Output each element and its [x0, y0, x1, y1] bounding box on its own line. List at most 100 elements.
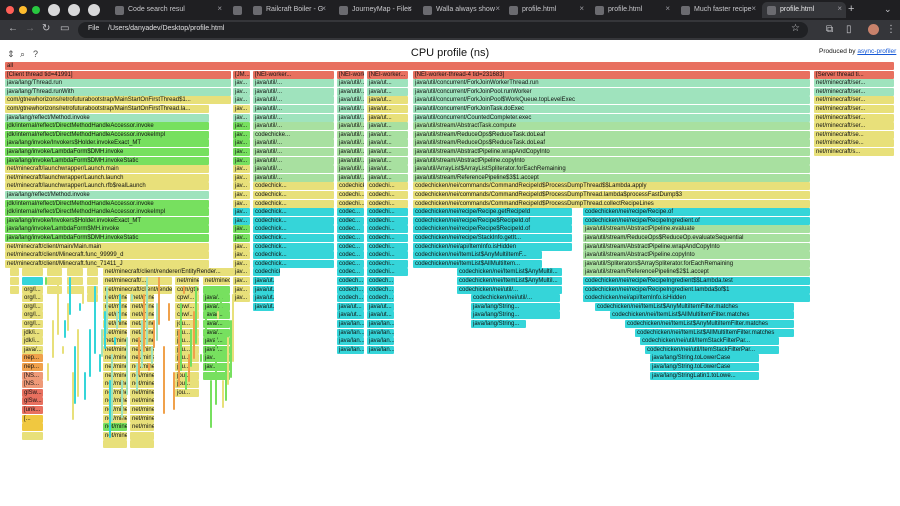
flame-frame[interactable]: codechick... [253, 225, 334, 234]
maximize-window-dot[interactable] [32, 6, 40, 14]
flame-frame[interactable]: codec... [337, 242, 364, 251]
flame-frame[interactable]: java/util/... [253, 113, 334, 122]
flame-frame[interactable]: jou... [175, 354, 199, 363]
flame-frame[interactable] [47, 285, 62, 294]
flame-frame[interactable]: java/... [203, 302, 230, 311]
close-tab-icon[interactable]: × [837, 4, 842, 13]
flame-frame[interactable]: jav... [233, 199, 250, 208]
flame-frame[interactable]: codechicken/nei/ItemList$AnyMultiI... [457, 268, 562, 277]
flame-frame[interactable]: java/lang/invoke/Invokers$Holder.invokeE… [5, 216, 209, 225]
flame-frame[interactable]: java/util/... [337, 173, 364, 182]
flame-frame[interactable]: codechicken/nei/ItemList$AnyMultiI... [457, 277, 562, 285]
flame-frame[interactable]: java/lan... [367, 328, 394, 337]
flame-frame[interactable]: net/mine... [103, 423, 127, 432]
flame-frame[interactable]: java/lang/invoke/LambdaForm$MH.invoke [5, 225, 209, 234]
flame-frame[interactable]: net/mine... [103, 371, 127, 380]
close-tab-icon[interactable]: × [407, 4, 412, 13]
flame-frame[interactable]: cpw/... [175, 302, 199, 311]
flame-frame[interactable]: jav... [233, 173, 250, 182]
flame-frame[interactable]: jou... [175, 363, 199, 371]
flame-frame[interactable] [67, 285, 83, 294]
browser-tab[interactable]: profile.html × [590, 2, 674, 18]
flame-frame[interactable]: net/mine... [103, 363, 127, 371]
flame-frame[interactable]: jou... [175, 380, 199, 389]
flame-frame[interactable]: net/mine... [103, 414, 127, 423]
flame-frame[interactable]: codechick... [253, 191, 334, 199]
flame-frame[interactable]: java/ut... [367, 130, 408, 139]
flame-frame[interactable]: java/lan... [337, 337, 364, 346]
flame-frame[interactable]: net/minecraft/client/main/Main.main [5, 242, 209, 251]
flame-frame[interactable]: java/lan... [367, 345, 394, 354]
flame-frame[interactable]: net/mine... [103, 431, 127, 440]
flame-frame[interactable]: net/minecraft/ser... [814, 79, 894, 88]
flame-frame[interactable]: java/util/... [337, 148, 364, 156]
flame-frame[interactable]: java/util/stream/ReferencePipeline$3$1.a… [413, 173, 810, 182]
flame-frame[interactable]: java/util/stream/ReferencePipeline$2$1.a… [583, 268, 810, 277]
flame-frame[interactable]: codechicken/nei/ItemList$AllMultiItemFil… [635, 328, 794, 337]
flame-frame[interactable]: java/ut... [367, 113, 408, 122]
flame-frame[interactable] [22, 431, 43, 440]
browser-tab[interactable]: JourneyMap - Files × [334, 2, 416, 18]
search-icon[interactable]: ⌕ [20, 49, 26, 59]
flame-frame[interactable]: net/minecraft/client/Minecraft.func_7141… [5, 259, 209, 268]
flame-frame[interactable]: java/util/... [253, 139, 334, 148]
flame-frame[interactable] [10, 285, 19, 294]
flame-frame[interactable]: codechicken/nei/recipe/Recipe$RecipeId.o… [413, 216, 572, 225]
bookmark-star-icon[interactable]: ☆ [791, 23, 800, 34]
flame-frame[interactable]: jav... [233, 191, 250, 199]
flame-frame[interactable]: jav... [233, 96, 250, 105]
flame-frame[interactable]: codechick... [337, 182, 364, 191]
flame-frame[interactable]: codech... [367, 285, 394, 294]
flame-frame[interactable]: java/util/stream/AbstractPipeline.copyIn… [583, 251, 810, 260]
flame-frame[interactable]: java/lang/String... [471, 302, 560, 311]
sidebar-icon[interactable]: ▭ [60, 23, 70, 34]
flame-frame[interactable]: jav... [233, 268, 250, 277]
flame-frame[interactable]: java/util/concurrent/ForkJoinWorkerThrea… [413, 79, 810, 88]
flame-frame[interactable] [67, 277, 83, 285]
flame-frame[interactable]: codec... [337, 234, 364, 242]
flame-frame[interactable]: net/mine... [130, 294, 154, 303]
flame-frame[interactable]: net/minecraft/client/rendere... [103, 285, 172, 294]
flame-frame[interactable]: codechicken/nei/recipe/Recipe.getRecipeI… [413, 208, 572, 217]
flame-frame[interactable]: net/mine... [103, 328, 127, 337]
flame-frame[interactable]: java/ut... [367, 165, 408, 174]
close-tab-icon[interactable]: × [665, 4, 670, 13]
flame-frame[interactable]: jou... [175, 337, 199, 346]
flame-frame[interactable]: java/lang/StringLatin1.toLowe... [650, 371, 759, 380]
flame-frame[interactable]: codechicken/nei/commands/CommandRecipeId… [413, 182, 810, 191]
flame-frame[interactable]: nep... [22, 363, 43, 371]
flame-frame[interactable]: codechicken/nei/recipe/RecipeIngredient.… [583, 285, 810, 294]
flame-frame[interactable]: codechick... [253, 251, 334, 260]
flame-frame[interactable]: com/gtnewho... [175, 285, 199, 294]
reload-icon[interactable]: ↻ [42, 23, 51, 34]
flame-frame[interactable]: jav... [233, 277, 250, 285]
flame-frame[interactable]: net/mine... [103, 294, 127, 303]
close-tab-icon[interactable]: × [321, 4, 326, 13]
flame-frame[interactable]: jdk/internal/reflect/DirectMethodHandleA… [5, 208, 209, 217]
flame-frame[interactable]: java/lang/reflect/Method.invoke [5, 191, 209, 199]
flame-frame[interactable]: net/minecraft/ser... [814, 105, 894, 113]
flame-frame[interactable]: jav... [233, 139, 250, 148]
browser-tab[interactable]: prs [228, 2, 246, 18]
flame-frame[interactable]: codechi... [337, 191, 364, 199]
flame-frame[interactable]: java/lang/String... [471, 320, 526, 328]
flame-frame[interactable] [87, 268, 98, 277]
flame-frame[interactable]: net/minecraft/ser... [814, 96, 894, 105]
flame-frame[interactable]: java/ut... [337, 311, 364, 320]
flame-frame[interactable]: codec... [337, 259, 364, 268]
flame-frame[interactable]: java/lang/invoke/Invokers$Holder.invokeE… [5, 139, 209, 148]
flame-frame[interactable]: net/mine... [103, 345, 127, 354]
flame-frame[interactable] [22, 423, 43, 432]
reverse-icon[interactable]: ⇕ [7, 49, 15, 59]
flame-frame[interactable] [22, 268, 43, 277]
flame-frame[interactable]: codechicken/nei/util/ItemStackFilterPar.… [640, 337, 779, 346]
flame-frame[interactable]: jdk/i... [22, 337, 43, 346]
flame-frame[interactable]: codechicken/nei/api/ItemInfo.isHidden [413, 242, 572, 251]
flame-frame[interactable]: codechi... [367, 216, 408, 225]
flame-frame[interactable]: java/ut... [367, 311, 394, 320]
flame-frame[interactable]: codec... [337, 216, 364, 225]
flame-frame[interactable]: java/... [203, 320, 230, 328]
flame-frame[interactable]: net/mine... [130, 414, 154, 423]
flame-frame[interactable]: net/mine... [130, 371, 154, 380]
flame-frame[interactable]: java/util/... [337, 165, 364, 174]
